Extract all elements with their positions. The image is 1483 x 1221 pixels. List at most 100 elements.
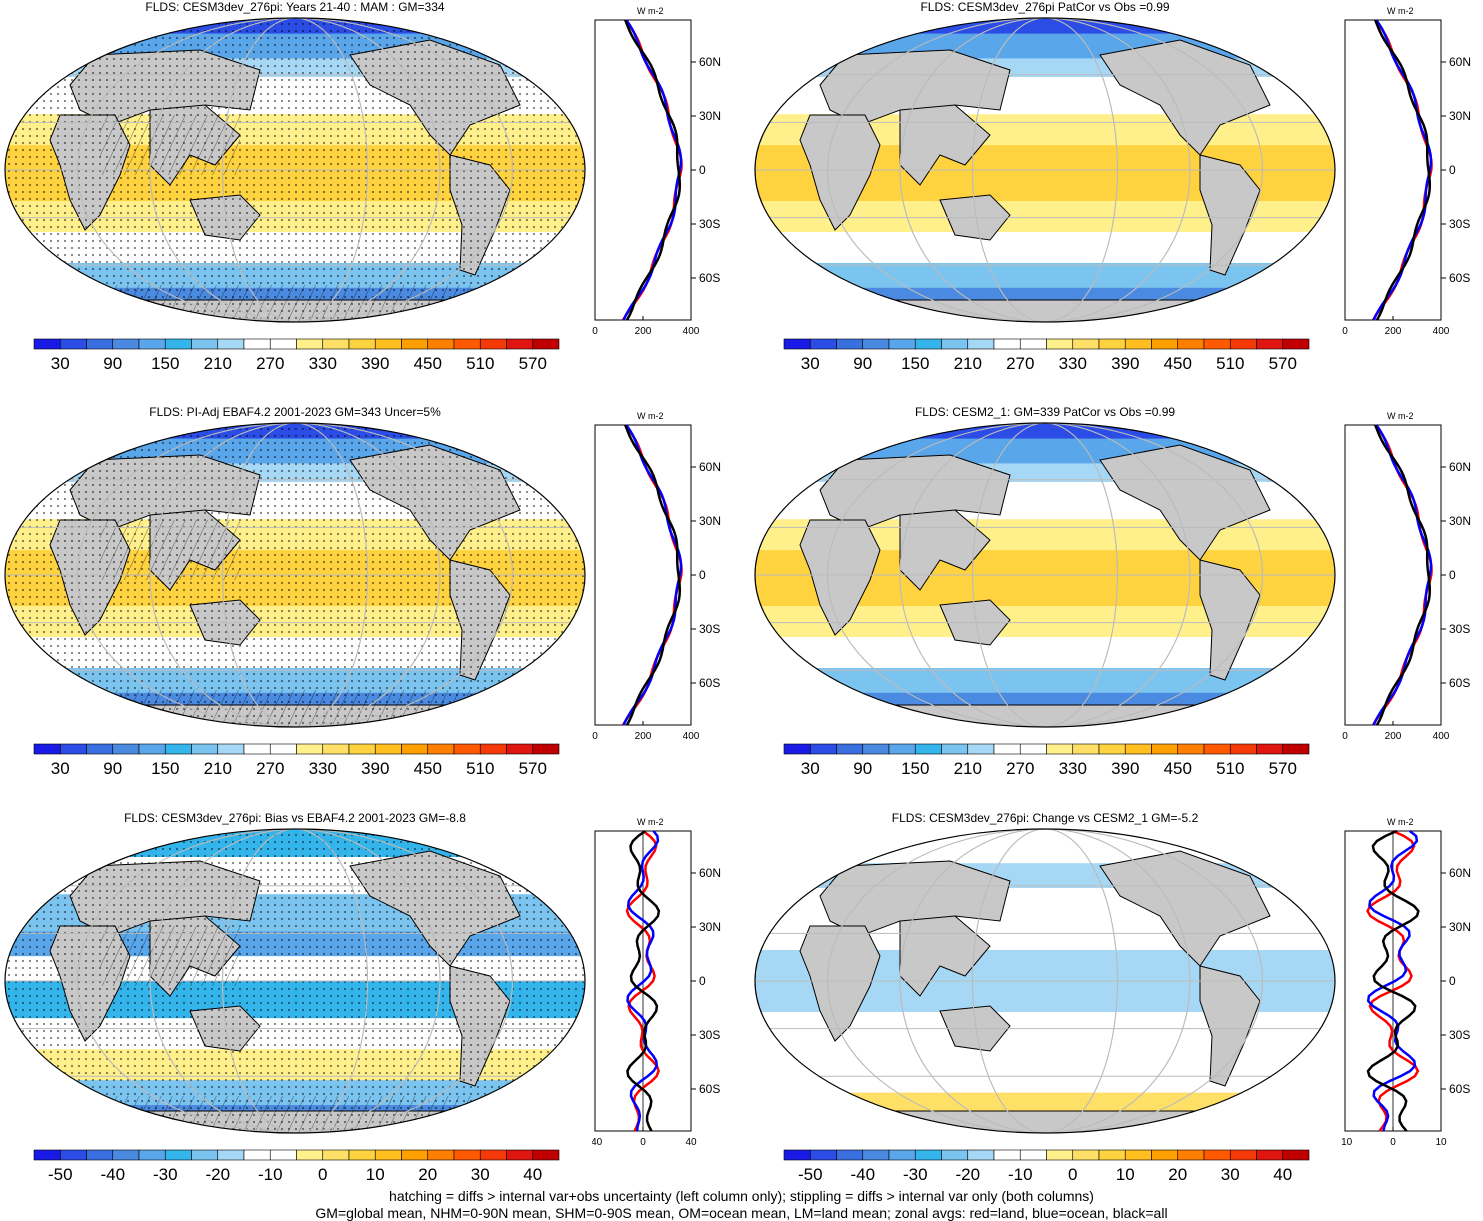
colorbar-label: 390 <box>1111 354 1139 373</box>
colorbar-swatch <box>1256 743 1284 755</box>
colorbar-swatch <box>322 338 350 350</box>
colorbar-swatch <box>217 1149 245 1161</box>
zonal-tick-label: 10 <box>1435 1137 1447 1148</box>
colorbar-swatch <box>479 338 507 350</box>
latitude-label: 60N <box>1449 55 1471 69</box>
colorbar-swatch <box>322 1149 350 1161</box>
colorbar-swatch <box>479 1149 507 1161</box>
colorbar-swatch <box>993 338 1021 350</box>
colorbar-swatch <box>164 338 192 350</box>
colorbar-swatch <box>112 743 140 755</box>
colorbar-swatch <box>453 338 481 350</box>
latitude-label: 60S <box>699 676 720 690</box>
colorbar: 3090150210270330390450510570630 <box>783 743 1310 778</box>
land-curve <box>621 424 683 726</box>
map-panel-6: FLDS: CESM3dev_276pi: Change vs CESM2_1 … <box>750 811 1483 1215</box>
colorbar-swatch <box>427 1149 455 1161</box>
zonal-tick-label: 0 <box>640 1137 646 1148</box>
colorbar-swatch <box>914 1149 942 1161</box>
colorbar-swatch <box>532 1149 560 1161</box>
map-panel-1: FLDS: CESM3dev_276pi: Years 21-40 : MAM … <box>0 0 740 404</box>
colorbar-swatch <box>1019 743 1047 755</box>
zonal-mean-plot: W m-2 60N 30N 0 30S 60S -40 0 40 <box>592 817 721 1148</box>
colorbar-label: 10 <box>366 1165 385 1184</box>
colorbar-swatch <box>1177 1149 1205 1161</box>
latitude-label: 0 <box>699 974 706 988</box>
colorbar-swatch <box>506 1149 534 1161</box>
colorbar-swatch <box>1177 743 1205 755</box>
latitude-label: 30S <box>699 1028 720 1042</box>
latitude-label: 60S <box>1449 676 1470 690</box>
panel-title: FLDS: CESM3dev_276pi PatCor vs Obs =0.99 <box>920 0 1170 14</box>
colorbar-label: 0 <box>318 1165 327 1184</box>
map-panel-5: FLDS: CESM3dev_276pi: Bias vs EBAF4.2 20… <box>0 811 740 1215</box>
zonal-tick-label: 40 <box>685 1137 697 1148</box>
latitude-label: 60N <box>1449 866 1471 880</box>
latitude-label: 60S <box>699 1082 720 1096</box>
colorbar-swatch <box>112 338 140 350</box>
colorbar-swatch <box>1256 1149 1284 1161</box>
colorbar-swatch <box>138 338 166 350</box>
colorbar-label: 330 <box>1059 354 1087 373</box>
colorbar-label: 570 <box>1269 759 1297 778</box>
world-map <box>4 828 586 1134</box>
colorbar-swatch <box>164 1149 192 1161</box>
colorbar-label: -20 <box>955 1165 980 1184</box>
ocean-curve <box>622 19 683 321</box>
colorbar-swatch <box>427 338 455 350</box>
colorbar-swatch <box>322 743 350 755</box>
map-panel-2: FLDS: CESM3dev_276pi PatCor vs Obs =0.99… <box>750 0 1483 404</box>
colorbar-label: 10 <box>1116 1165 1135 1184</box>
colorbar-label: 330 <box>1059 759 1087 778</box>
colorbar-swatch <box>374 338 402 350</box>
colorbar-swatch <box>138 743 166 755</box>
zonal-tick-label: 0 <box>1390 1137 1396 1148</box>
footer-legend-note: GM=global mean, NHM=0-90N mean, SHM=0-90… <box>315 1205 1168 1221</box>
world-map <box>754 422 1336 728</box>
all-curve <box>1374 424 1432 726</box>
colorbar-label: 90 <box>103 759 122 778</box>
panel-title: FLDS: PI-Adj EBAF4.2 2001-2023 GM=343 Un… <box>149 405 441 419</box>
colorbar-swatch <box>191 743 219 755</box>
land-curve <box>621 19 683 321</box>
colorbar-label: 270 <box>1006 759 1034 778</box>
colorbar-swatch <box>1229 1149 1257 1161</box>
colorbar-swatch <box>138 1149 166 1161</box>
colorbar-swatch <box>506 338 534 350</box>
latitude-label: 60S <box>699 271 720 285</box>
colorbar-swatch <box>191 338 219 350</box>
land-curve <box>1371 19 1433 321</box>
colorbar-label: 510 <box>466 354 494 373</box>
colorbar-label: 210 <box>954 354 982 373</box>
colorbar-label: 390 <box>361 759 389 778</box>
colorbar-swatch <box>1229 338 1257 350</box>
colorbar-swatch <box>532 743 560 755</box>
colorbar-label: 330 <box>309 354 337 373</box>
colorbar-label: 450 <box>414 354 442 373</box>
colorbar-label: 510 <box>1216 354 1244 373</box>
colorbar-swatch <box>1282 1149 1310 1161</box>
colorbar-label: 570 <box>1269 354 1297 373</box>
all-curve <box>1366 829 1420 1132</box>
colorbar-swatch <box>296 743 324 755</box>
colorbar-swatch <box>888 743 916 755</box>
zonal-tick-label: 200 <box>635 731 652 742</box>
colorbar-label: -30 <box>153 1165 178 1184</box>
panel-title: FLDS: CESM3dev_276pi: Change vs CESM2_1 … <box>891 811 1199 825</box>
land-curve <box>625 829 660 1132</box>
colorbar-swatch <box>809 743 837 755</box>
colorbar-swatch <box>914 338 942 350</box>
colorbar-swatch <box>112 1149 140 1161</box>
zonal-tick-label: 400 <box>1433 731 1450 742</box>
colorbar: -50-40-30-20-1001020304050 <box>33 1149 560 1184</box>
latitude-label: 60N <box>699 55 721 69</box>
colorbar-swatch <box>532 338 560 350</box>
colorbar-label: 570 <box>519 354 547 373</box>
colorbar-label: -20 <box>205 1165 230 1184</box>
zonal-tick-label: 0 <box>1342 731 1348 742</box>
colorbar-label: -10 <box>258 1165 283 1184</box>
colorbar-swatch <box>1203 743 1231 755</box>
zonal-tick-label: -10 <box>1342 1137 1353 1148</box>
colorbar-swatch <box>1229 743 1257 755</box>
world-map <box>4 422 586 728</box>
